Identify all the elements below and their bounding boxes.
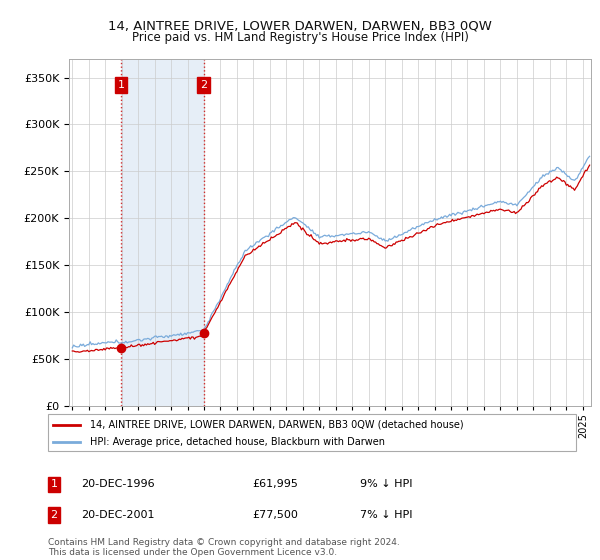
Text: 14, AINTREE DRIVE, LOWER DARWEN, DARWEN, BB3 0QW: 14, AINTREE DRIVE, LOWER DARWEN, DARWEN,… xyxy=(108,20,492,32)
Text: 7% ↓ HPI: 7% ↓ HPI xyxy=(360,510,413,520)
Text: 9% ↓ HPI: 9% ↓ HPI xyxy=(360,479,413,489)
Text: £61,995: £61,995 xyxy=(252,479,298,489)
Text: Price paid vs. HM Land Registry's House Price Index (HPI): Price paid vs. HM Land Registry's House … xyxy=(131,31,469,44)
Text: 2: 2 xyxy=(50,510,58,520)
Bar xyxy=(121,59,203,406)
Text: 20-DEC-2001: 20-DEC-2001 xyxy=(81,510,155,520)
Text: HPI: Average price, detached house, Blackburn with Darwen: HPI: Average price, detached house, Blac… xyxy=(90,437,385,447)
Text: Contains HM Land Registry data © Crown copyright and database right 2024.
This d: Contains HM Land Registry data © Crown c… xyxy=(48,538,400,557)
Text: 1: 1 xyxy=(118,80,125,90)
Text: 2: 2 xyxy=(200,80,207,90)
Text: 14, AINTREE DRIVE, LOWER DARWEN, DARWEN, BB3 0QW (detached house): 14, AINTREE DRIVE, LOWER DARWEN, DARWEN,… xyxy=(90,419,464,430)
Text: 20-DEC-1996: 20-DEC-1996 xyxy=(81,479,155,489)
FancyBboxPatch shape xyxy=(48,414,576,451)
Text: £77,500: £77,500 xyxy=(252,510,298,520)
Text: 1: 1 xyxy=(50,479,58,489)
